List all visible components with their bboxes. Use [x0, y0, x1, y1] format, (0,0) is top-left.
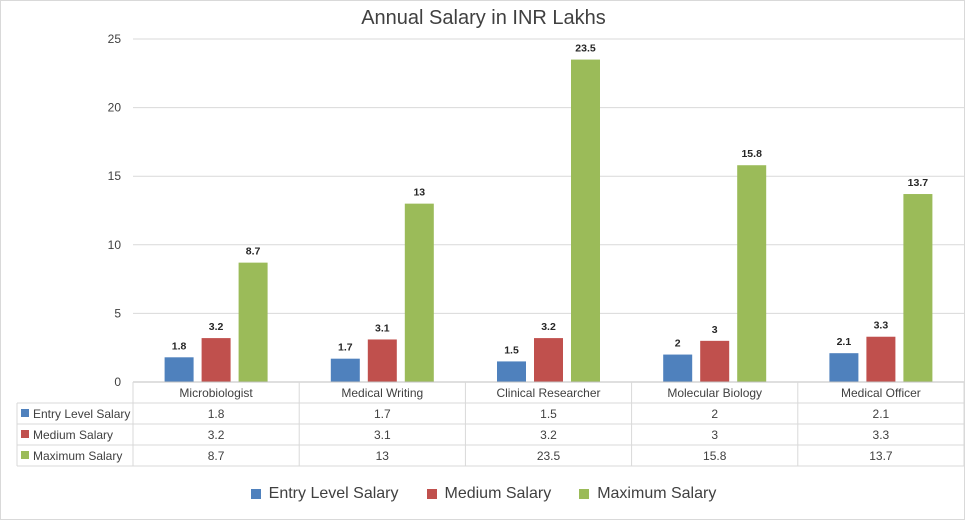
- table-cell: 2: [711, 407, 718, 421]
- data-label: 8.7: [246, 246, 261, 258]
- data-label: 1.7: [338, 342, 353, 354]
- table-cell: 1.7: [374, 407, 391, 421]
- bar: [404, 203, 434, 382]
- data-label: 3.3: [874, 320, 889, 332]
- table-cell: 13.7: [869, 449, 893, 463]
- category-label: Molecular Biology: [667, 386, 762, 400]
- data-label: 1.8: [172, 340, 187, 352]
- y-tick-label: 20: [108, 101, 122, 115]
- data-label: 1.5: [504, 344, 519, 356]
- legend: Entry Level Salary Medium Salary Maximum S…: [1, 485, 965, 503]
- bar: [164, 357, 194, 382]
- bar: [903, 194, 933, 382]
- bar: [534, 338, 563, 382]
- data-label: 3.1: [375, 322, 390, 334]
- data-label: 2.1: [837, 336, 852, 348]
- legend-label: Entry Level Salary: [268, 485, 399, 502]
- bar: [829, 353, 859, 382]
- table-cell: 3.1: [374, 428, 391, 442]
- table-series-name: Maximum Salary: [33, 449, 122, 463]
- bar: [737, 165, 767, 382]
- y-tick-label: 15: [108, 169, 122, 183]
- data-label: 2: [675, 338, 681, 350]
- category-label: Microbiologist: [179, 386, 253, 400]
- table-series-swatch: [21, 451, 29, 459]
- y-tick-label: 0: [114, 375, 121, 389]
- table-cell: 1.5: [540, 407, 557, 421]
- legend-item: Entry Level Salary: [250, 485, 399, 503]
- table-cell: 2.1: [873, 407, 890, 421]
- data-label: 3.2: [541, 321, 556, 333]
- bar: [700, 340, 730, 382]
- table-series-name: Medium Salary: [33, 428, 113, 442]
- legend-label: Medium Salary: [444, 485, 552, 502]
- data-label: 3: [712, 324, 718, 336]
- table-series-swatch: [21, 430, 29, 438]
- y-tick-label: 5: [114, 306, 121, 320]
- data-label: 13: [413, 187, 425, 199]
- data-label: 15.8: [741, 148, 762, 160]
- table-cell: 8.7: [208, 449, 225, 463]
- bar: [201, 338, 231, 382]
- bar: [866, 336, 896, 382]
- legend-swatch: [250, 489, 261, 499]
- table-series-swatch: [21, 409, 29, 417]
- y-tick-label: 10: [108, 238, 122, 252]
- table-cell: 3.2: [208, 428, 225, 442]
- legend-label: Maximum Salary: [597, 485, 717, 502]
- table-cell: 3.2: [540, 428, 557, 442]
- legend-swatch: [579, 489, 590, 499]
- bar: [663, 354, 693, 382]
- legend-swatch: [426, 489, 437, 499]
- legend-item: Medium Salary: [426, 485, 552, 503]
- table-series-name: Entry Level Salary: [33, 407, 130, 421]
- data-label: 13.7: [908, 177, 929, 189]
- category-label: Clinical Researcher: [496, 386, 600, 400]
- bar: [367, 339, 397, 382]
- bar: [238, 262, 268, 382]
- table-cell: 1.8: [208, 407, 225, 421]
- table-cell: 3: [711, 428, 718, 442]
- data-label: 3.2: [209, 321, 224, 333]
- y-tick-label: 25: [108, 32, 122, 46]
- category-label: Medical Officer: [841, 386, 921, 400]
- table-cell: 23.5: [537, 449, 561, 463]
- plot-area: 0 5 10 15 20 25 1.8 1.7 1.5 2 2.1 3.2 3.1 3.2 3 3.3 8.7 1…: [16, 32, 964, 467]
- chart-title: Annual Salary in INR Lakhs: [361, 7, 606, 29]
- category-label: Medical Writing: [341, 386, 423, 400]
- table-cell: 3.3: [873, 428, 890, 442]
- table-cell: 13: [376, 449, 390, 463]
- table-cell: 15.8: [703, 449, 727, 463]
- data-label: 23.5: [575, 43, 596, 55]
- bar: [497, 361, 526, 382]
- legend-item: Maximum Salary: [579, 485, 716, 503]
- bar: [571, 59, 600, 382]
- bar: [330, 358, 360, 382]
